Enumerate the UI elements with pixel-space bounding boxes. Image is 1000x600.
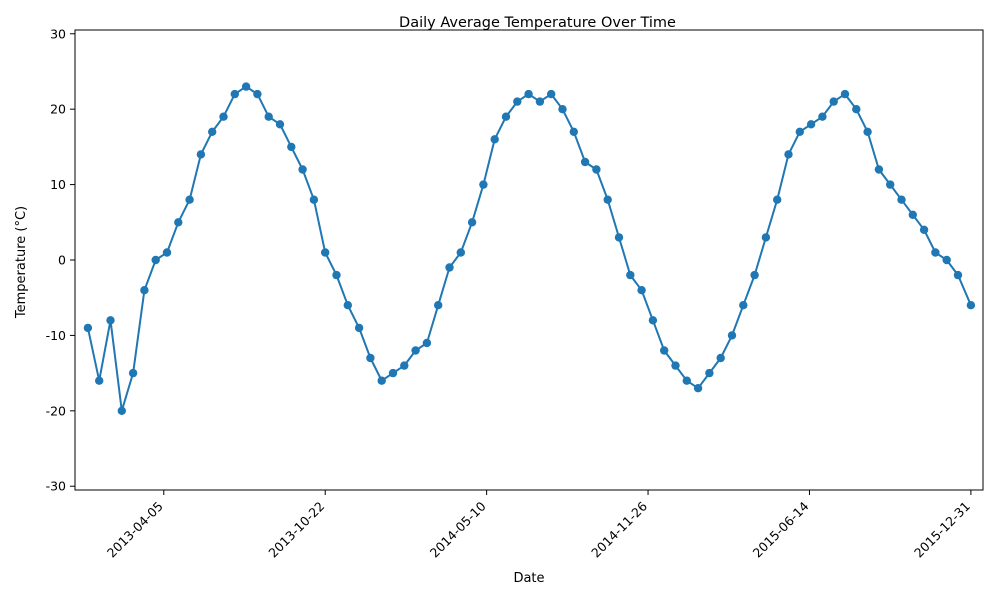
y-tick-label: 30 [50,26,66,41]
y-tick-label: 10 [50,177,66,192]
data-point [185,195,194,204]
data-point [626,270,635,280]
data-point [309,195,319,204]
data-point [806,120,816,129]
data-point [818,112,827,121]
data-point [580,157,590,167]
data-point [886,180,895,189]
data-point [174,218,183,227]
y-tick-label: 20 [50,102,66,117]
data-point [400,361,409,370]
data-point [388,368,398,378]
plot-frame [74,29,984,491]
data-point [897,195,906,204]
data-point [908,210,917,219]
data-point [829,97,838,106]
data-point [162,248,172,257]
data-point [535,97,545,106]
data-point [603,195,612,204]
data-point [411,346,420,355]
data-point [931,248,940,257]
data-point [354,323,364,333]
data-point [140,286,149,295]
data-point [524,89,533,99]
x-axis-label: Date [513,571,544,586]
data-point [761,233,771,242]
chart-title: Daily Average Temperature Over Time [399,15,676,31]
data-point [773,195,782,204]
y-tick-label: 0 [58,253,66,268]
data-point [852,105,861,114]
data-point [117,406,127,415]
data-point [196,150,206,159]
data-point [287,142,296,152]
data-point [343,301,352,310]
x-tick-label: 2013-04-05 [104,499,166,561]
x-tick-label: 2013-10-22 [265,499,327,561]
data-point [513,97,522,106]
series-line [86,85,972,412]
x-tick-label: 2014-11-26 [588,498,650,560]
data-point [547,89,556,99]
data-point [479,180,488,189]
y-tick-label: -20 [46,403,66,418]
data-point [795,127,804,136]
data-point [705,368,714,378]
data-point [298,165,307,174]
data-point [264,112,273,121]
data-point [671,361,680,370]
data-point [693,384,703,393]
data-point [614,233,624,242]
data-point [953,270,963,280]
data-point [784,150,793,159]
data-point [241,82,251,91]
data-point [95,376,104,385]
data-point [332,270,341,280]
data-point [637,286,646,295]
data-point [467,218,477,227]
data-point [942,255,951,265]
x-tick-label: 2015-06-14 [750,499,812,561]
data-point [569,127,578,136]
data-point [739,301,748,310]
data-point [253,89,262,99]
data-point [840,89,850,99]
data-point [660,346,669,355]
data-point [377,376,386,385]
data-point [422,338,432,348]
x-tick-label: 2015-12-31 [911,499,973,561]
data-point [321,248,330,257]
data-point [727,331,737,340]
data-point [716,353,725,363]
data-point [275,120,285,129]
data-point [208,127,217,136]
data-point [366,353,375,363]
data-point [919,225,929,234]
y-tick-label: -10 [46,328,66,343]
data-point [863,127,872,136]
data-point [128,368,138,378]
x-tick-label: 2014-05-10 [427,498,489,560]
data-point [445,263,454,272]
data-point [648,316,658,325]
plot-area [83,82,976,415]
data-point [966,301,976,310]
data-point [501,112,511,121]
data-point [558,105,567,114]
data-point [874,165,884,174]
data-point [151,255,160,265]
data-point [83,323,93,333]
data-point [592,165,601,174]
y-axis-label: Temperature (°C) [14,206,29,319]
data-point [230,89,239,99]
y-tick-label: -30 [46,479,66,494]
data-point [219,112,228,121]
data-point [106,316,115,325]
data-point [490,135,499,144]
data-point [456,248,465,257]
data-point [682,376,691,385]
data-point [750,270,759,280]
data-point [434,301,443,310]
